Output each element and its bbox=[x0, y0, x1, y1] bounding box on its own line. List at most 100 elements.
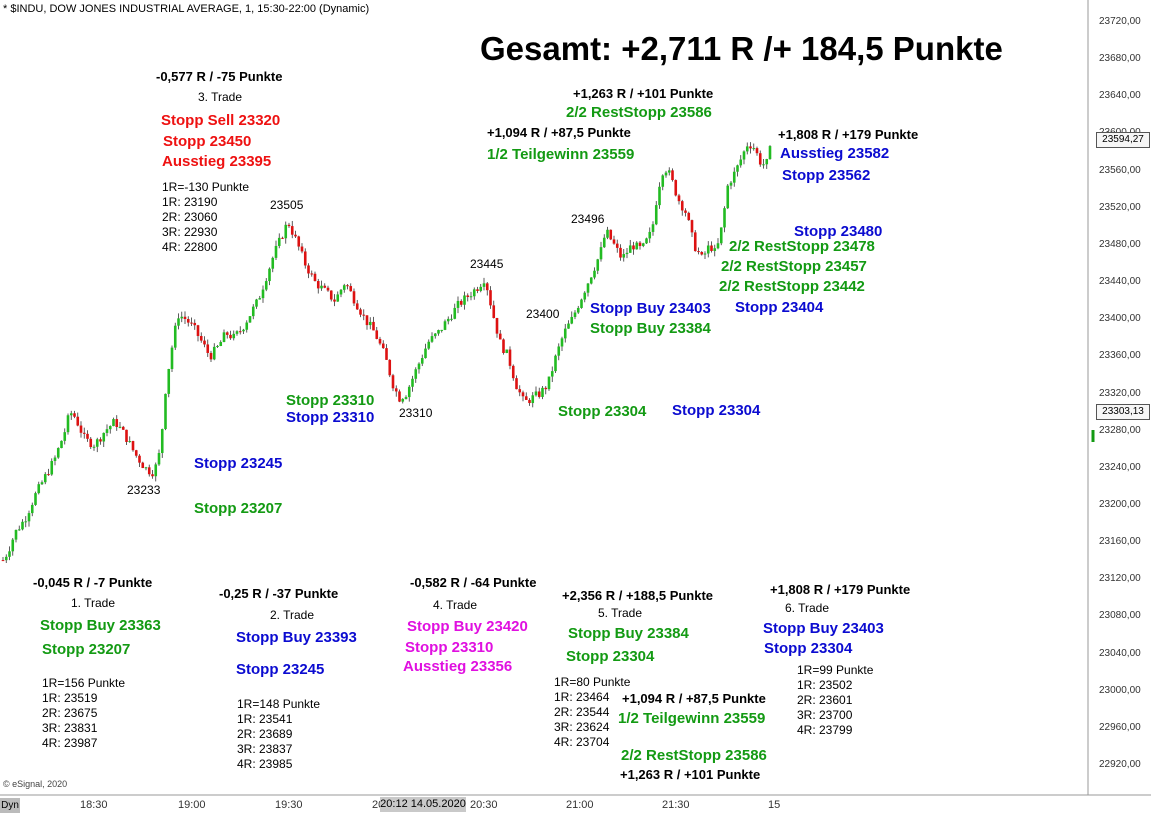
candle-body bbox=[593, 270, 596, 278]
candle-body bbox=[21, 521, 24, 530]
candle-body bbox=[138, 455, 141, 463]
candle-body bbox=[294, 234, 297, 237]
trade3-stopp-sell: Stopp Sell 23320 bbox=[161, 112, 281, 129]
candle-body bbox=[69, 413, 73, 416]
trade5-teilgewinn-top: 1/2 Teilgewinn 23559 bbox=[487, 146, 635, 163]
candle-body bbox=[658, 186, 661, 206]
candle-body bbox=[508, 349, 512, 366]
candle-body bbox=[752, 148, 756, 150]
candle-body bbox=[277, 237, 281, 246]
candle-body bbox=[463, 295, 466, 305]
y-axis-tick-label: 22920,00 bbox=[1099, 759, 1141, 770]
candle-body bbox=[212, 346, 216, 360]
candle-body bbox=[511, 365, 515, 379]
candle-body bbox=[303, 251, 307, 266]
candle-body bbox=[414, 369, 418, 379]
candle-body bbox=[186, 319, 190, 323]
candle-body bbox=[264, 281, 268, 290]
candle-body bbox=[671, 170, 674, 181]
candle-body bbox=[394, 388, 398, 392]
candle-body bbox=[222, 332, 226, 343]
trade5-reststopp: 2/2 RestStopp 23586 bbox=[621, 747, 767, 764]
candle-body bbox=[713, 248, 717, 251]
stopp-buy-23403: Stopp Buy 23403 bbox=[590, 300, 711, 317]
last-price-tag: 23594,27 bbox=[1096, 132, 1150, 148]
trade5-rest-result: +1,263 R / +101 Punkte bbox=[620, 767, 761, 782]
candle-body bbox=[27, 513, 31, 522]
candle-body bbox=[336, 294, 340, 302]
candle-body bbox=[326, 287, 330, 291]
y-axis-tick-label: 23080,00 bbox=[1099, 610, 1141, 622]
trade5-partial-result-top: +1,094 R / +87,5 Punkte bbox=[487, 125, 631, 140]
y-axis-tick-label: 23240,00 bbox=[1099, 461, 1141, 473]
candle-body bbox=[459, 300, 463, 305]
candle-body bbox=[1, 560, 5, 562]
candle-body bbox=[248, 316, 252, 323]
crosshair-date-tag: 20:12 14.05.2020 bbox=[380, 797, 466, 812]
y-axis-tick-label: 23480,00 bbox=[1099, 238, 1141, 250]
candle-body bbox=[528, 399, 531, 404]
y-axis-tick-label: 23000,00 bbox=[1099, 684, 1141, 696]
candle-body bbox=[427, 341, 431, 349]
reststopp-23442: 2/2 RestStopp 23442 bbox=[719, 278, 865, 295]
candle-body bbox=[118, 426, 122, 428]
candle-body bbox=[297, 236, 301, 247]
candle-body bbox=[440, 329, 444, 331]
candle-body bbox=[37, 484, 41, 494]
candle-body bbox=[570, 316, 574, 324]
candle-body bbox=[638, 242, 642, 246]
trade5-title: 5. Trade bbox=[598, 606, 643, 620]
candle-body bbox=[667, 170, 671, 173]
candle-body bbox=[719, 227, 723, 244]
candle-body bbox=[180, 316, 184, 319]
candle-body bbox=[362, 314, 366, 316]
trade6-result-top: +1,808 R / +179 Punkte bbox=[778, 127, 919, 142]
y-axis-tick-label: 23120,00 bbox=[1099, 573, 1141, 585]
candle-body bbox=[190, 322, 193, 324]
candle-body bbox=[589, 277, 593, 284]
trade2-stopp-buy: Stopp Buy 23393 bbox=[236, 629, 357, 646]
stopp-23310-blue: Stopp 23310 bbox=[286, 409, 375, 426]
candle-body bbox=[411, 378, 414, 387]
total-result-title: Gesamt: +2,711 R /+ 184,5 Punkte bbox=[480, 30, 1003, 67]
candle-body bbox=[437, 330, 440, 334]
candle-body bbox=[92, 446, 96, 448]
candle-body bbox=[736, 165, 739, 172]
trade3-ausstieg: Ausstieg 23395 bbox=[162, 153, 272, 170]
candle-body bbox=[586, 283, 590, 293]
stopp-23245: Stopp 23245 bbox=[194, 455, 283, 472]
trade1-title: 1. Trade bbox=[71, 596, 116, 610]
candle-body bbox=[687, 212, 691, 221]
candle-body bbox=[726, 185, 730, 209]
trade3-title: 3. Trade bbox=[198, 90, 243, 104]
stopp-23480: Stopp 23480 bbox=[794, 223, 883, 240]
candle-body bbox=[219, 342, 223, 346]
candle-body bbox=[268, 268, 271, 282]
candle-body bbox=[401, 398, 405, 402]
candle-body bbox=[238, 331, 242, 333]
candle-body bbox=[729, 182, 733, 186]
candle-body bbox=[661, 175, 665, 187]
candle-body bbox=[40, 482, 44, 485]
candle-body bbox=[82, 432, 86, 434]
candle-body bbox=[765, 159, 769, 165]
trade5-rest-result-top: +1,263 R / +101 Punkte bbox=[573, 86, 714, 101]
trade3-r-list: 1R=-130 Punkte 1R: 23190 2R: 23060 3R: 2… bbox=[162, 180, 250, 254]
candle-body bbox=[407, 386, 411, 398]
candle-body bbox=[723, 208, 726, 228]
candle-body bbox=[99, 439, 102, 442]
candle-body bbox=[378, 338, 382, 344]
reststopp-23457: 2/2 RestStopp 23457 bbox=[721, 258, 867, 275]
trade5-result: +2,356 R / +188,5 Punkte bbox=[562, 588, 714, 603]
candle-body bbox=[112, 419, 115, 427]
candle-body bbox=[251, 306, 255, 317]
candle-body bbox=[697, 251, 700, 253]
x-axis-tick-label: 21:30 bbox=[662, 799, 690, 811]
candle-body bbox=[167, 369, 171, 394]
dyn-button[interactable]: Dyn bbox=[0, 798, 20, 813]
trade6-result: +1,808 R / +179 Punkte bbox=[770, 582, 911, 597]
candle-body bbox=[300, 246, 304, 252]
candle-body bbox=[60, 440, 63, 449]
candle-body bbox=[102, 432, 106, 442]
